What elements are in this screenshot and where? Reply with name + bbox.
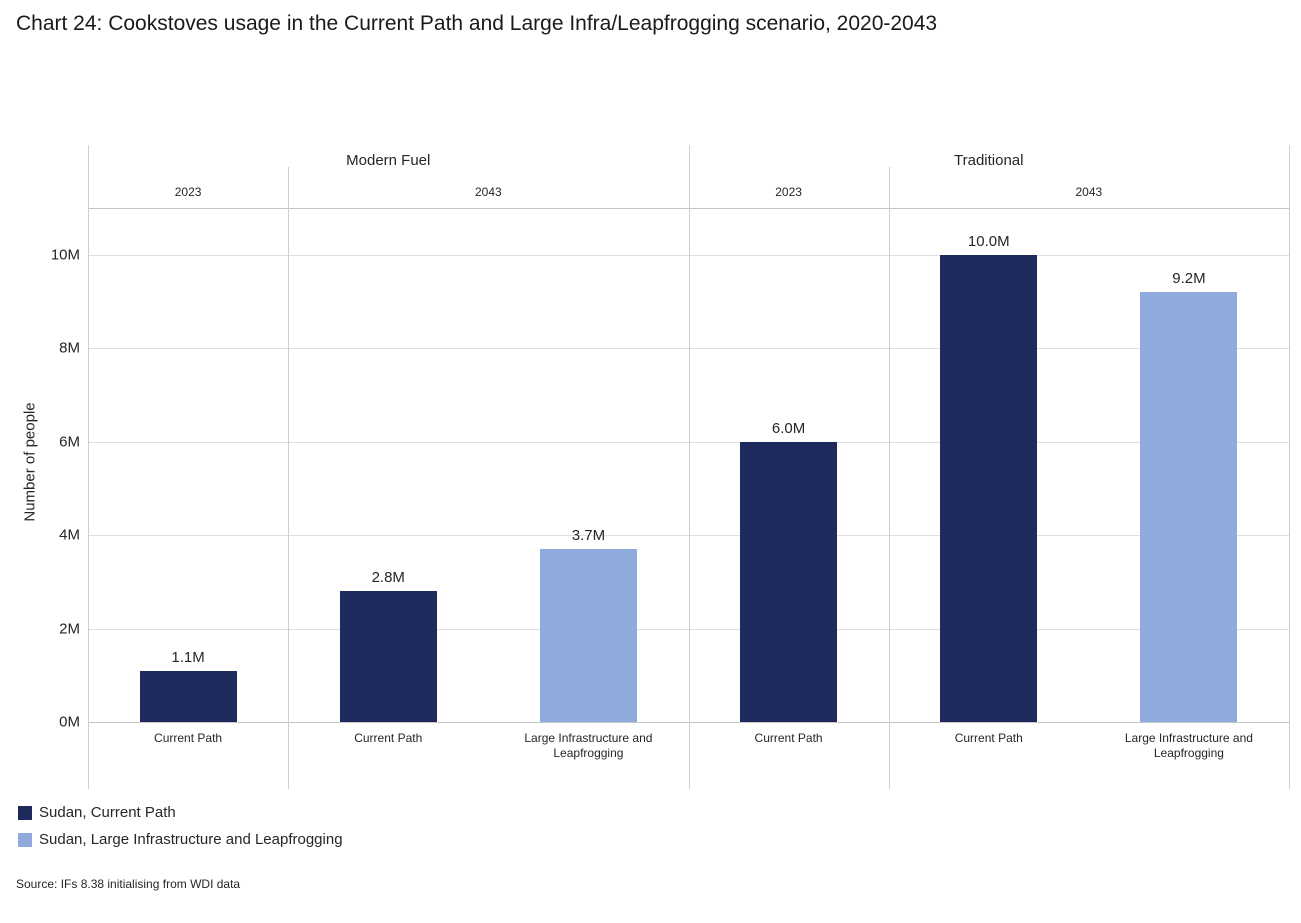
bar-value-label: 2.8M [371, 569, 405, 587]
category-label: Current Path [754, 731, 823, 745]
plot-right-border [1289, 145, 1290, 789]
category-label: Current Path [954, 731, 1023, 745]
legend-swatch-current-path [18, 805, 32, 820]
category-label: Large Infrastructure and Leapfrogging [1124, 731, 1253, 760]
legend-item-current-path: Sudan, Current Path [18, 804, 343, 821]
bar-value-label: 10.0M [967, 232, 1010, 250]
y-tick-label-8M: 8M [59, 339, 80, 357]
y-tick-label-6M: 6M [59, 433, 80, 451]
legend-label: Sudan, Current Path [39, 804, 176, 821]
fuel-header-traditional: Traditional [954, 152, 1024, 169]
fuel-header-modern-fuel: Modern Fuel [346, 152, 431, 169]
category-label: Large Infrastructure and Leapfrogging [524, 731, 653, 760]
year-header-2043: 2043 [474, 185, 502, 199]
y-tick-label-2M: 2M [59, 620, 80, 638]
legend-swatch-large-infrastructure [18, 832, 32, 847]
category-label: Current Path [354, 731, 423, 745]
year-header-2023: 2023 [174, 185, 202, 199]
legend: Sudan, Current Path Sudan, Large Infrast… [18, 804, 343, 858]
bar-value-label: 9.2M [1172, 270, 1206, 288]
bar-traditional-2043-current-path [940, 254, 1038, 722]
bar-modern-fuel-2023-current-path [139, 670, 237, 722]
year-header-2023: 2023 [775, 185, 802, 199]
plot-left-border [88, 145, 89, 789]
year-divider [888, 167, 890, 789]
chart-title: Chart 24: Cookstoves usage in the Curren… [16, 12, 938, 35]
legend-label: Sudan, Large Infrastructure and Leapfrog… [39, 831, 343, 848]
year-divider [288, 167, 290, 789]
bar-traditional-2043-large-infrastructure-and-leapfrogging [1140, 292, 1238, 722]
bar-value-label: 6.0M [771, 419, 806, 437]
bar-value-label: 3.7M [571, 527, 606, 545]
source-note: Source: IFs 8.38 initialising from WDI d… [16, 877, 241, 891]
legend-item-large-infrastructure: Sudan, Large Infrastructure and Leapfrog… [18, 831, 343, 848]
bar-value-label: 1.1M [171, 648, 205, 666]
fuel-divider [688, 145, 690, 789]
bar-traditional-2023-current-path [740, 441, 838, 722]
bar-modern-fuel-2043-large-infrastructure-and-leapfrogging [539, 549, 637, 722]
y-tick-label-10M: 10M [50, 246, 80, 264]
year-header-2043: 2043 [1075, 185, 1103, 199]
bar-modern-fuel-2043-current-path [339, 591, 437, 722]
category-label: Current Path [154, 731, 223, 745]
y-tick-label-4M: 4M [59, 526, 80, 544]
y-tick-label-0M: 0M [59, 713, 80, 731]
